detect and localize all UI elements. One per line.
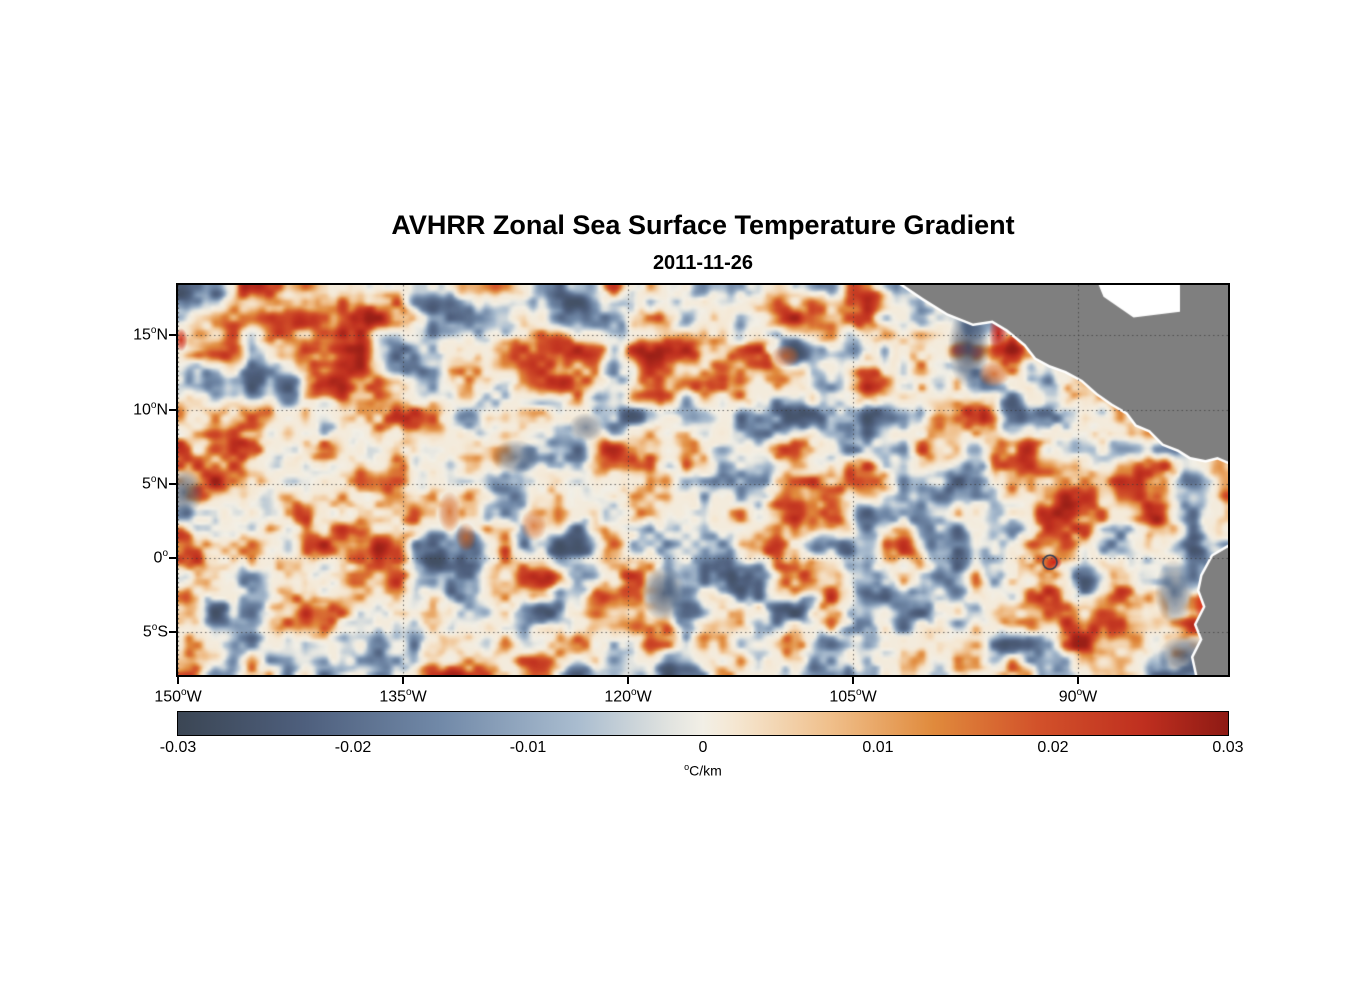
colorbar-gradient: [177, 711, 1229, 736]
y-tick-mark: [169, 409, 176, 411]
tick-dir: S: [157, 623, 168, 641]
chart-date-subtitle: 2011-11-26: [652, 252, 754, 274]
tick-num: 135: [379, 688, 407, 706]
degree-symbol: o: [181, 687, 187, 698]
x-tick-mark: [177, 677, 179, 684]
colorbar-tick-label: 0.01: [862, 739, 894, 756]
y-tick-mark: [169, 334, 176, 336]
degree-symbol: o: [406, 687, 412, 698]
degree-symbol: o: [856, 687, 862, 698]
x-tick-label-135w: 135oW: [343, 687, 463, 706]
tick-num: 120: [604, 688, 632, 706]
tick-num: 150: [154, 688, 182, 706]
map-plot-area: [176, 283, 1230, 677]
x-tick-mark: [1077, 677, 1079, 684]
degree-symbol: o: [150, 474, 157, 485]
colorbar-tick-label: 0: [698, 739, 708, 756]
colorbar-tick-label: 0.02: [1037, 739, 1069, 756]
tick-num: 10: [133, 401, 151, 419]
degree-symbol: o: [631, 687, 637, 698]
x-tick-label-150w: 150oW: [118, 687, 238, 706]
tick-dir: W: [411, 688, 427, 706]
colorbar-tick-label: -0.02: [334, 739, 372, 756]
y-tick-label-15n: 15oN: [78, 325, 168, 344]
y-tick-label-5s: 5oS: [78, 622, 168, 641]
x-tick-label-90w: 90oW: [1018, 687, 1138, 706]
tick-num: 105: [829, 688, 857, 706]
tick-dir: N: [156, 326, 168, 344]
y-tick-mark: [169, 483, 176, 485]
tick-dir: N: [156, 401, 168, 419]
x-tick-mark: [627, 677, 629, 684]
tick-dir: W: [1082, 688, 1098, 706]
degree-symbol: o: [684, 762, 690, 772]
tick-num: 0: [153, 549, 163, 567]
tick-dir: W: [186, 688, 202, 706]
degree-symbol: o: [150, 400, 157, 411]
map-canvas: [178, 285, 1228, 675]
degree-symbol: o: [151, 622, 158, 633]
x-tick-label-120w: 120oW: [568, 687, 688, 706]
x-tick-mark: [852, 677, 854, 684]
tick-num: 15: [133, 326, 151, 344]
tick-num: 5: [142, 623, 152, 641]
tick-num: 5: [141, 475, 151, 493]
y-tick-mark: [169, 631, 176, 633]
x-tick-label-105w: 105oW: [793, 687, 913, 706]
colorbar-tick-label: -0.03: [159, 739, 197, 756]
colorbar-unit-label: oC/km: [178, 762, 1228, 779]
colorbar-tick-label: -0.01: [509, 739, 547, 756]
y-tick-label-10n: 10oN: [78, 400, 168, 419]
tick-dir: N: [156, 475, 168, 493]
unit-text: C/km: [689, 762, 722, 779]
colorbar-tick-label: 0.03: [1212, 739, 1244, 756]
y-tick-label-5n: 5oN: [78, 474, 168, 493]
degree-symbol: o: [1076, 687, 1083, 698]
tick-dir: W: [636, 688, 652, 706]
degree-symbol: o: [162, 548, 168, 559]
y-tick-label-0: 0o: [78, 548, 168, 567]
degree-symbol: o: [150, 325, 157, 336]
x-tick-mark: [402, 677, 404, 684]
y-tick-mark: [169, 557, 176, 559]
tick-dir: W: [861, 688, 877, 706]
chart-title: AVHRR Zonal Sea Surface Temperature Grad…: [391, 210, 1015, 240]
tick-num: 90: [1058, 688, 1077, 706]
